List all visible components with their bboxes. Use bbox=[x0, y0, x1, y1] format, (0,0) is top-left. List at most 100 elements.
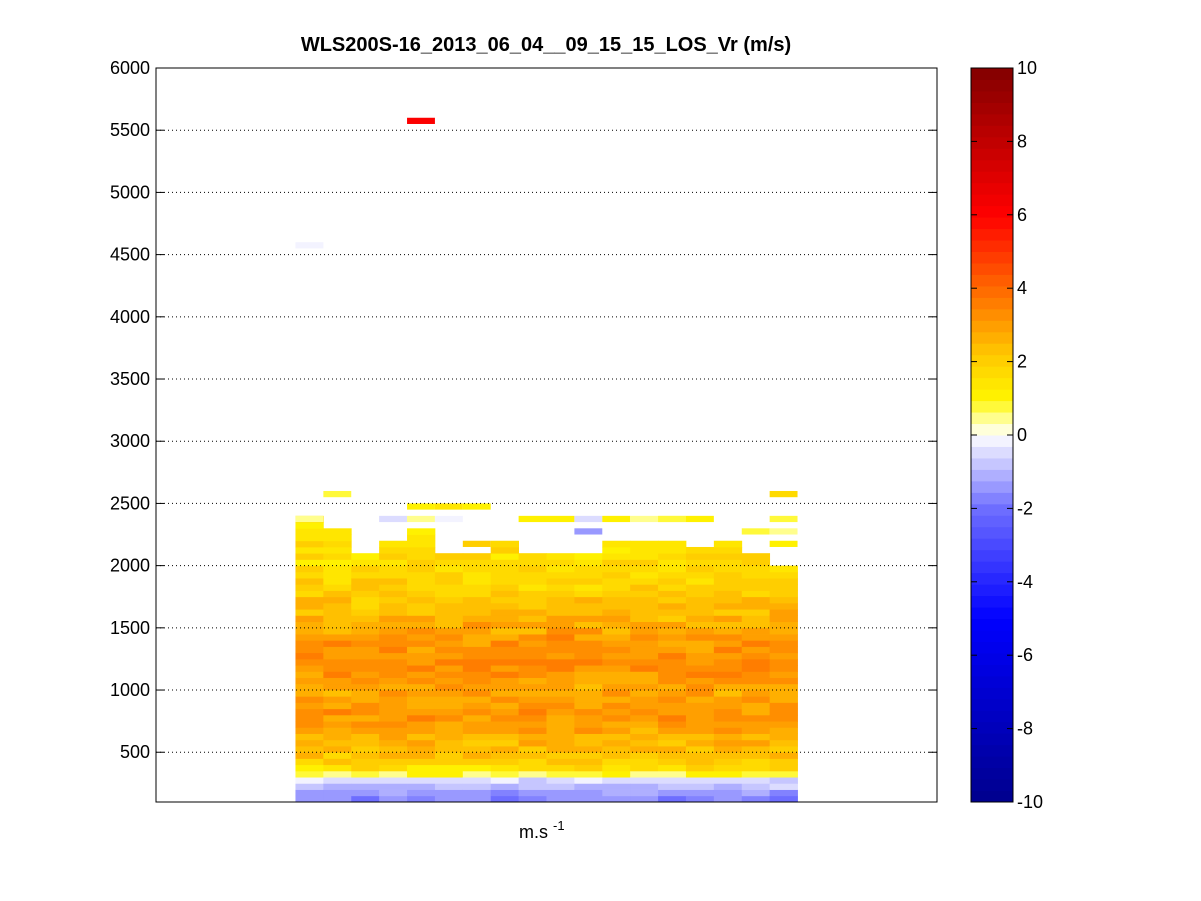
heatmap-cell bbox=[741, 553, 771, 560]
heatmap-cell bbox=[379, 553, 408, 560]
heatmap-cell bbox=[462, 658, 492, 666]
colorbar-level bbox=[971, 652, 1013, 665]
heatmap-cell bbox=[658, 683, 687, 691]
heatmap-cell bbox=[351, 665, 380, 672]
heatmap-cell bbox=[434, 696, 464, 703]
heatmap-cell-isolated bbox=[769, 515, 798, 523]
heatmap-cell bbox=[602, 578, 631, 585]
heatmap-cell bbox=[769, 578, 798, 585]
heatmap-cell bbox=[713, 540, 743, 548]
heatmap-cell-isolated bbox=[602, 515, 631, 523]
heatmap-cell bbox=[741, 795, 771, 803]
heatmap-cell bbox=[323, 559, 352, 567]
heatmap-cell bbox=[546, 658, 575, 666]
heatmap-cell bbox=[323, 777, 352, 784]
heatmap-cell bbox=[769, 721, 798, 728]
heatmap-cell bbox=[630, 739, 659, 747]
heatmap-cell bbox=[741, 609, 771, 616]
heatmap-cell bbox=[379, 627, 408, 635]
heatmap-cell bbox=[518, 602, 547, 610]
heatmap-cell bbox=[295, 553, 324, 560]
heatmap-cell bbox=[713, 646, 743, 654]
heatmap-cell bbox=[602, 621, 631, 629]
heatmap-cell bbox=[323, 590, 352, 598]
heatmap-cell bbox=[407, 615, 436, 623]
heatmap-cell bbox=[462, 727, 492, 734]
heatmap-cell bbox=[630, 746, 659, 753]
heatmap-cell bbox=[323, 677, 352, 685]
heatmap-cell bbox=[295, 665, 324, 672]
heatmap-cell bbox=[769, 565, 798, 573]
heatmap-cell bbox=[323, 690, 352, 697]
heatmap-cell bbox=[407, 571, 436, 579]
colorbar-level bbox=[971, 228, 1013, 241]
heatmap-cell bbox=[713, 671, 743, 678]
heatmap-cell bbox=[685, 708, 715, 716]
heatmap-cell bbox=[602, 783, 631, 790]
heatmap-cell bbox=[658, 733, 687, 741]
heatmap-cell bbox=[490, 584, 519, 591]
heatmap-cell bbox=[574, 665, 603, 672]
heatmap-cell bbox=[407, 665, 436, 672]
heatmap-cell bbox=[602, 727, 631, 734]
heatmap-cell bbox=[713, 615, 743, 623]
heatmap-cell bbox=[741, 727, 771, 734]
heatmap-cell-isolated bbox=[462, 540, 491, 547]
heatmap-cell bbox=[462, 671, 492, 678]
heatmap-cell bbox=[602, 702, 631, 710]
heatmap-cell bbox=[518, 615, 547, 623]
heatmap-cell bbox=[434, 634, 464, 641]
heatmap-cell bbox=[713, 795, 743, 803]
heatmap-cell bbox=[769, 746, 798, 753]
heatmap-cell bbox=[630, 677, 659, 685]
heatmap-cell bbox=[434, 627, 464, 635]
heatmap-cell bbox=[769, 596, 798, 604]
heatmap-cell bbox=[295, 671, 324, 678]
heatmap-cell bbox=[490, 590, 519, 598]
heatmap-cell bbox=[379, 658, 408, 666]
heatmap-cell bbox=[546, 646, 575, 654]
heatmap-cell bbox=[741, 702, 771, 710]
heatmap-cell bbox=[407, 683, 436, 691]
heatmap-cell bbox=[379, 696, 408, 703]
heatmap-cell bbox=[407, 714, 436, 722]
heatmap-cell bbox=[295, 777, 324, 784]
heatmap-cell bbox=[685, 571, 715, 579]
heatmap-cell bbox=[769, 690, 798, 697]
heatmap-cell bbox=[685, 783, 715, 790]
heatmap-cell bbox=[741, 658, 771, 666]
heatmap-cell bbox=[379, 714, 408, 722]
heatmap-cell bbox=[379, 602, 408, 610]
heatmap-cell bbox=[351, 658, 380, 666]
heatmap-cell bbox=[490, 721, 519, 728]
heatmap-cell bbox=[658, 652, 687, 660]
heatmap-cell bbox=[462, 578, 492, 585]
heatmap-cell bbox=[351, 609, 380, 616]
heatmap-cell bbox=[407, 770, 436, 778]
heatmap-cell bbox=[630, 590, 659, 598]
heatmap-cell bbox=[351, 777, 380, 784]
colorbar-level bbox=[971, 182, 1013, 195]
heatmap-cell-isolated bbox=[434, 515, 463, 523]
colorbar-tick-label: 6 bbox=[1017, 205, 1027, 225]
heatmap-cell bbox=[741, 783, 771, 790]
heatmap-cell-isolated bbox=[518, 515, 547, 523]
heatmap-cell bbox=[574, 565, 603, 573]
heatmap-cell bbox=[323, 578, 352, 585]
heatmap-cell bbox=[546, 640, 575, 647]
y-tick-label: 2500 bbox=[110, 493, 150, 513]
heatmap-cell bbox=[295, 702, 324, 710]
colorbar-level bbox=[971, 262, 1013, 275]
colorbar-level bbox=[971, 687, 1013, 700]
heatmap-cell bbox=[379, 783, 408, 790]
heatmap-cell bbox=[407, 783, 436, 790]
heatmap-cell bbox=[769, 634, 798, 641]
colorbar-level bbox=[971, 538, 1013, 551]
heatmap-cell bbox=[323, 721, 352, 728]
heatmap-cell bbox=[769, 683, 798, 691]
heatmap-cell bbox=[351, 758, 380, 766]
heatmap-cell bbox=[685, 652, 715, 660]
heatmap-cell bbox=[490, 571, 519, 579]
heatmap-cell bbox=[574, 746, 603, 753]
